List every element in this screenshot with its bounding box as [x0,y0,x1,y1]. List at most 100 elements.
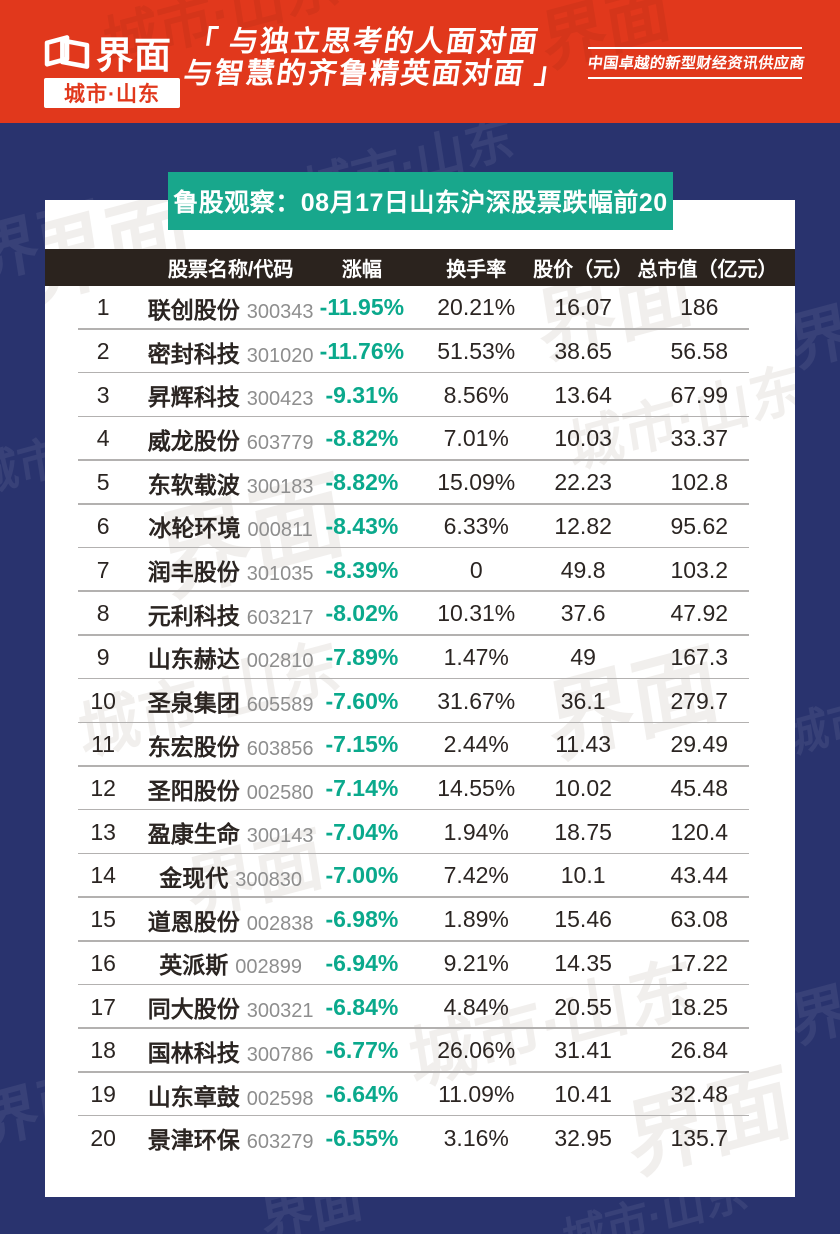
turnover-cell: 14.55% [437,775,516,802]
stock-name: 金现代 [159,864,229,891]
change-cell: -6.94% [325,949,399,976]
change-cell: -8.43% [325,512,399,539]
stock-name: 圣泉集团 [147,690,240,717]
marketcap-cell: 26.84 [670,1037,729,1064]
rank-cell: 7 [96,556,110,583]
stock-name: 昇辉科技 [147,384,240,411]
jiemian-logo: 界面 城市·山东 [44,30,180,108]
marketcap-cell: 186 [680,294,719,321]
masthead: 界面 城市·山东 界面 城市·山东 「 与独立思考的人面对面 与智慧的齐鲁精英面… [0,0,840,123]
price-cell: 37.6 [560,600,606,627]
marketcap-cell: 17.22 [670,949,729,976]
stock-name: 圣阳股份 [147,777,240,804]
price-cell: 14.35 [554,949,612,976]
stock-name: 润丰股份 [147,559,240,586]
stock-name-cell: 密封科技 301020 [148,335,314,369]
stock-name-cell: 英派斯 002899 [159,946,302,980]
marketcap-cell: 279.7 [670,687,729,714]
watermark-text: 界面 [786,961,840,1056]
tagline-line2: 与智慧的齐鲁精英面对面 」 [181,58,569,90]
stock-code: 002598 [246,1087,314,1110]
change-cell: -6.84% [325,993,399,1020]
rank-cell: 9 [96,643,110,670]
table-row: 8 元利科技 603217 -8.02% 10.31% 37.6 47.92 [45,592,795,636]
rank-cell: 3 [96,381,110,408]
table-row: 17 同大股份 300321 -6.84% 4.84% 20.55 18.25 [45,985,795,1029]
price-cell: 32.95 [554,1124,612,1151]
change-cell: -7.04% [325,818,399,845]
marketcap-cell: 63.08 [670,906,729,933]
stock-name-cell: 联创股份 300343 [148,291,314,325]
change-cell: -11.95% [319,294,405,321]
stock-name-cell: 道恩股份 002838 [148,903,314,937]
turnover-cell: 2.44% [443,731,509,758]
logo-brand-text: 界面 [96,35,172,76]
price-cell: 16.07 [554,294,612,321]
rank-cell: 10 [90,687,116,714]
stock-name-cell: 东宏股份 603856 [148,728,314,762]
rank-cell: 5 [96,469,110,496]
stock-name-cell: 润丰股份 301035 [148,553,314,587]
table-row: 3 昇辉科技 300423 -9.31% 8.56% 13.64 67.99 [45,373,795,417]
price-cell: 10.1 [560,862,606,889]
turnover-cell: 0 [469,556,483,583]
table-row: 5 东软载波 300183 -8.82% 15.09% 22.23 102.8 [45,461,795,505]
stock-code: 603217 [246,606,314,629]
change-cell: -8.39% [325,556,399,583]
column-header-name-code: 股票名称/代码 [167,259,294,281]
table-row: 20 景津环保 603279 -6.55% 3.16% 32.95 135.7 [45,1116,795,1160]
turnover-cell: 26.06% [437,1037,516,1064]
turnover-cell: 15.09% [437,469,516,496]
stock-code: 300830 [235,868,302,891]
stock-name-cell: 威龙股份 603779 [148,422,314,456]
price-cell: 10.02 [554,775,612,802]
table-row: 1 联创股份 300343 -11.95% 20.21% 16.07 186 [45,286,795,330]
table-row: 4 威龙股份 603779 -8.82% 7.01% 10.03 33.37 [45,417,795,461]
change-cell: -11.76% [319,338,405,365]
turnover-cell: 7.42% [443,862,509,889]
change-cell: -7.60% [325,687,399,714]
jiemian-logo-icon [44,35,90,69]
rank-cell: 15 [90,906,116,933]
price-cell: 13.64 [554,381,612,408]
stock-name: 英派斯 [159,952,229,979]
table-row: 12 圣阳股份 002580 -7.14% 14.55% 10.02 45.48 [45,767,795,811]
table-row: 15 道恩股份 002838 -6.98% 1.89% 15.46 63.08 [45,898,795,942]
table-row: 13 盈康生命 300143 -7.04% 1.94% 18.75 120.4 [45,810,795,854]
stock-code: 002899 [235,956,302,979]
data-card: 界面 界面 城市·山东 界面 城市·山东 界面 界面 城市·山东 界面 股票名称… [45,200,795,1197]
stock-name-cell: 国林科技 300786 [148,1034,314,1068]
marketcap-cell: 29.49 [670,731,729,758]
change-cell: -6.77% [325,1037,399,1064]
change-cell: -9.31% [325,381,399,408]
price-cell: 18.75 [554,818,612,845]
rank-cell: 19 [90,1081,116,1107]
table-row: 2 密封科技 301020 -11.76% 51.53% 38.65 56.58 [45,330,795,374]
stock-name-cell: 东软载波 300183 [148,466,314,500]
stock-name-cell: 金现代 300830 [159,859,302,893]
turnover-cell: 6.33% [443,512,509,539]
rank-cell: 18 [90,1037,116,1064]
stock-name-cell: 圣阳股份 002580 [148,772,314,806]
turnover-cell: 51.53% [437,338,516,365]
logo-sub-box: 城市·山东 [44,78,180,108]
turnover-cell: 9.21% [443,949,509,976]
table-row: 7 润丰股份 301035 -8.39% 0 49.8 103.2 [45,548,795,592]
turnover-cell: 4.84% [443,993,509,1020]
marketcap-cell: 56.58 [670,338,729,365]
marketcap-cell: 43.44 [670,862,729,889]
stock-name: 冰轮环境 [148,515,241,542]
rank-cell: 16 [90,949,116,976]
stock-name: 东宏股份 [147,733,240,760]
stock-name: 景津环保 [147,1127,240,1154]
price-cell: 49.8 [560,556,606,583]
stock-code: 300423 [246,388,314,411]
table-row: 6 冰轮环境 000811 -8.43% 6.33% 12.82 95.62 [45,505,795,549]
logo-sub-text: 城市·山东 [64,83,160,106]
stock-code: 300321 [246,1000,314,1023]
change-cell: -8.82% [325,425,399,452]
price-cell: 49 [570,643,596,670]
price-cell: 15.46 [554,906,612,933]
stock-name-cell: 景津环保 603279 [148,1121,314,1155]
marketcap-cell: 45.48 [670,775,729,802]
